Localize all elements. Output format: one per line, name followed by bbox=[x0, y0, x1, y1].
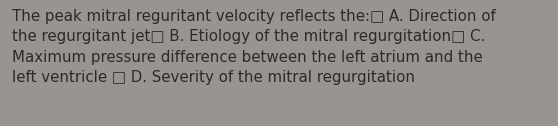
Text: The peak mitral reguritant velocity reflects the:□ A. Direction of
the regurgita: The peak mitral reguritant velocity refl… bbox=[12, 9, 496, 85]
